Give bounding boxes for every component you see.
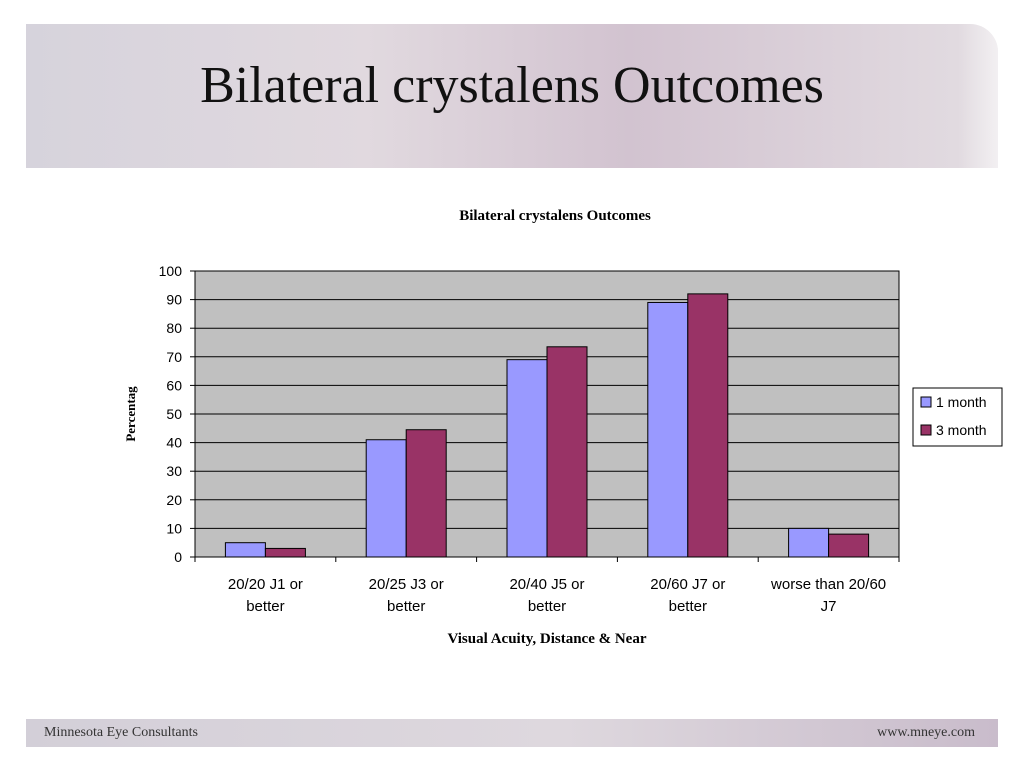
footer-company: Minnesota Eye Consultants <box>44 725 198 740</box>
bar-3-month-3 <box>687 293 729 558</box>
x-tick-label: 20/60 J7 or <box>650 576 725 593</box>
x-tick-label: 20/20 J1 or <box>228 576 303 593</box>
y-tick-label: 40 <box>166 435 182 451</box>
bar-3-month-1 <box>405 429 447 558</box>
x-axis-labels: 20/20 J1 or better 20/25 J3 or better 20/40 … <box>194 557 900 615</box>
y-tick-label: 80 <box>166 320 182 336</box>
bar-3-month-0 <box>264 547 306 558</box>
legend-swatch <box>920 424 932 436</box>
y-axis-title: Percentag <box>123 386 138 442</box>
x-tick-label: J7 <box>821 598 837 615</box>
legend-swatch <box>920 396 932 408</box>
title-banner <box>26 24 998 168</box>
legend: 1 month 3 month <box>912 387 1003 447</box>
legend-label: 3 month <box>936 422 987 438</box>
x-tick-label: 20/40 J5 or <box>509 576 584 593</box>
bar-1-month-0 <box>224 542 266 558</box>
bar-3-month-4 <box>828 533 870 558</box>
y-tick-label: 10 <box>166 520 182 536</box>
slide-title: Bilateral crystalens Outcomes <box>200 57 824 114</box>
bar-1-month-1 <box>365 439 407 558</box>
footer-bar <box>26 719 998 747</box>
y-tick-label: 100 <box>159 263 183 279</box>
chart-title: Bilateral crystalens Outcomes <box>459 208 651 224</box>
y-tick-label: 30 <box>166 463 182 479</box>
x-tick-label: worse than 20/60 <box>770 576 886 593</box>
x-tick-label: better <box>246 598 284 615</box>
x-tick-label: better <box>387 598 425 615</box>
x-tick-label: 20/25 J3 or <box>369 576 444 593</box>
legend-label: 1 month <box>936 394 987 410</box>
y-tick-label: 90 <box>166 292 182 308</box>
footer-website[interactable]: www.mneye.com <box>877 725 975 740</box>
bars <box>224 293 870 558</box>
bar-1-month-2 <box>506 359 548 558</box>
title-banner-shine <box>958 24 998 168</box>
x-tick-label: better <box>528 598 566 615</box>
bar-3-month-2 <box>546 346 588 558</box>
bar-1-month-4 <box>788 527 830 558</box>
y-tick-label: 0 <box>174 549 182 565</box>
x-axis-title: Visual Acuity, Distance & Near <box>447 631 646 647</box>
x-tick-label: better <box>669 598 707 615</box>
y-tick-label: 50 <box>166 406 182 422</box>
y-tick-label: 20 <box>166 492 182 508</box>
y-tick-label: 60 <box>166 377 182 393</box>
bar-1-month-3 <box>647 301 689 558</box>
y-axis-ticks: 0 10 20 30 40 50 60 70 80 90 100 <box>159 263 195 565</box>
bar-chart: Bilateral crystalens Outcomes 0 10 20 30 40 5… <box>123 208 1003 647</box>
y-tick-label: 70 <box>166 349 182 365</box>
